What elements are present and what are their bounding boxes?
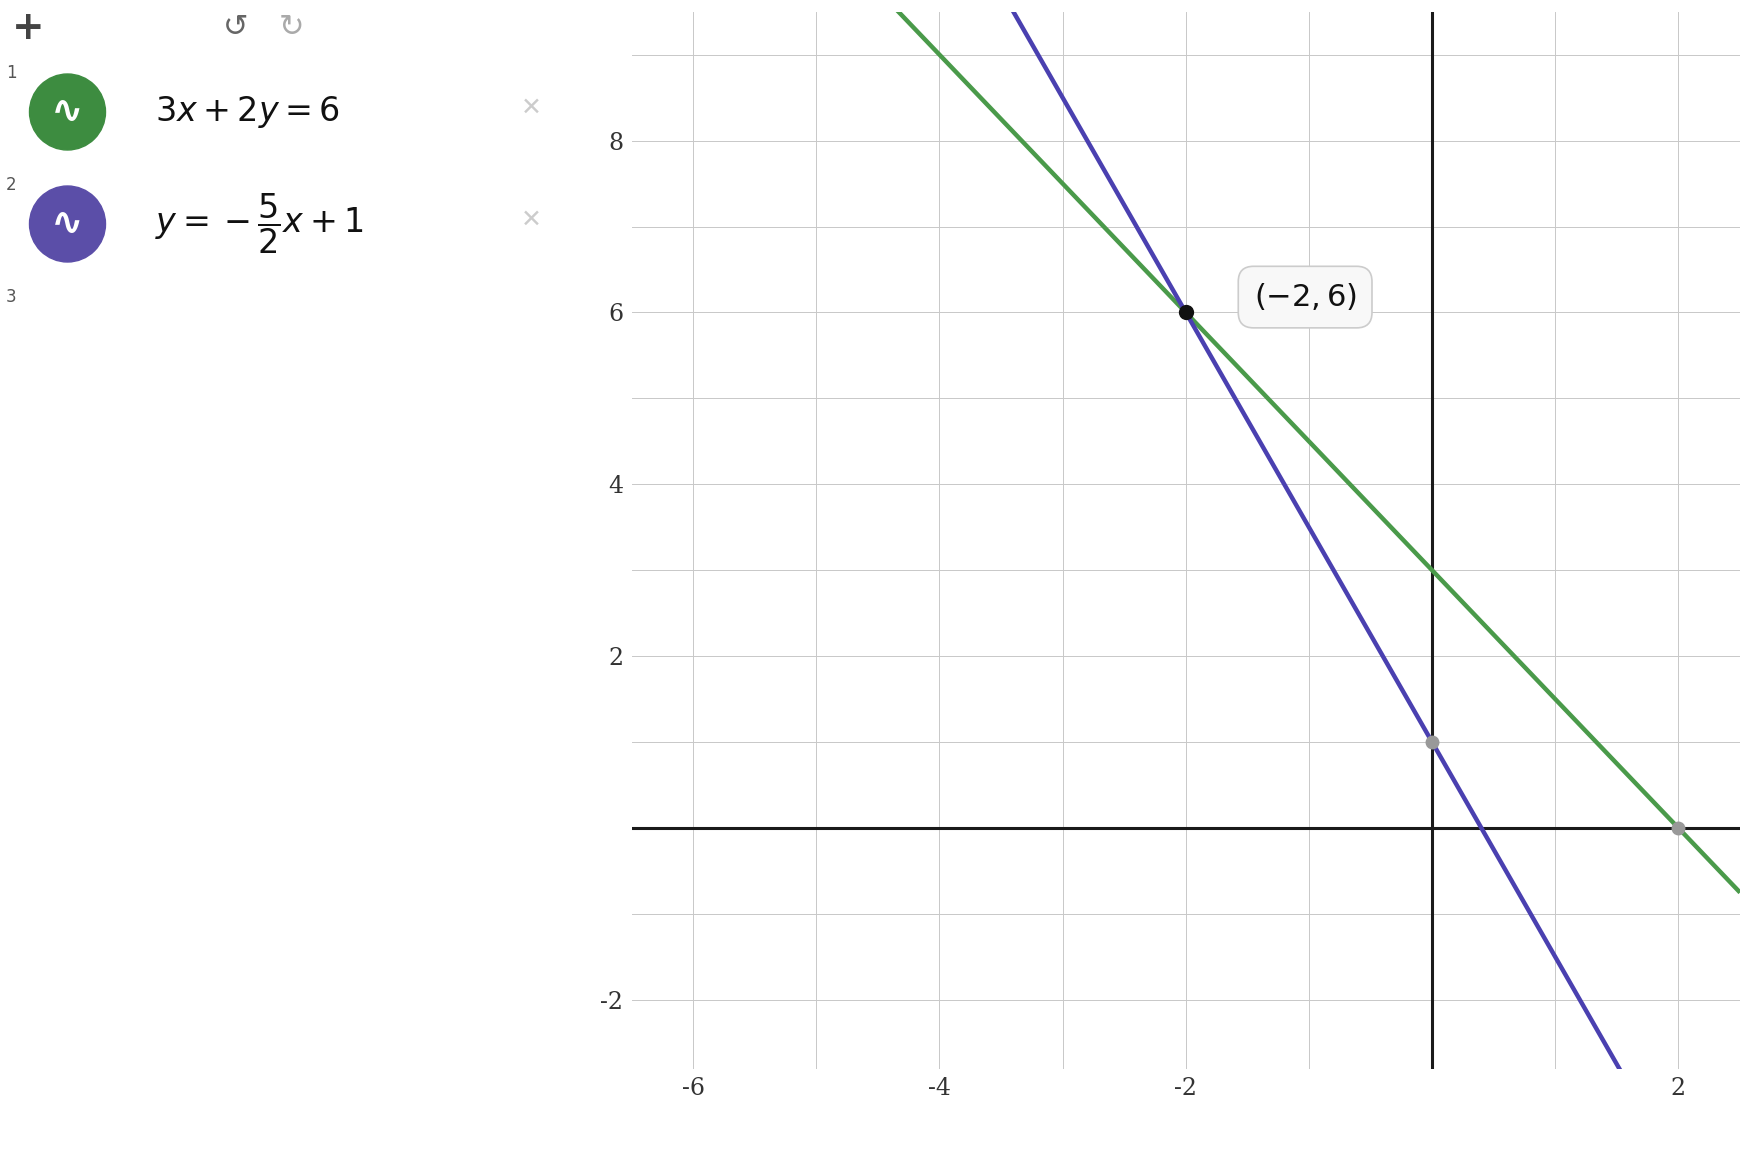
Text: «: «	[1219, 14, 1235, 42]
Text: ↺: ↺	[223, 14, 249, 42]
Text: ✕: ✕	[520, 208, 541, 232]
Text: ∿: ∿	[51, 93, 84, 131]
Text: ⚙: ⚙	[1132, 14, 1156, 42]
Text: 1: 1	[5, 64, 16, 82]
Text: +: +	[12, 9, 44, 47]
Text: ↻: ↻	[279, 14, 303, 42]
Circle shape	[30, 74, 105, 150]
Text: $3x + 2y = 6$: $3x + 2y = 6$	[154, 93, 340, 130]
Text: 2: 2	[5, 176, 16, 194]
Text: $(-2, 6)$: $(-2, 6)$	[1253, 281, 1356, 313]
Circle shape	[30, 186, 105, 262]
Text: ✕: ✕	[520, 96, 541, 120]
Text: 3: 3	[5, 288, 16, 306]
Text: $y = -\dfrac{5}{2}x + 1$: $y = -\dfrac{5}{2}x + 1$	[154, 192, 364, 256]
Text: ∿: ∿	[51, 206, 84, 243]
